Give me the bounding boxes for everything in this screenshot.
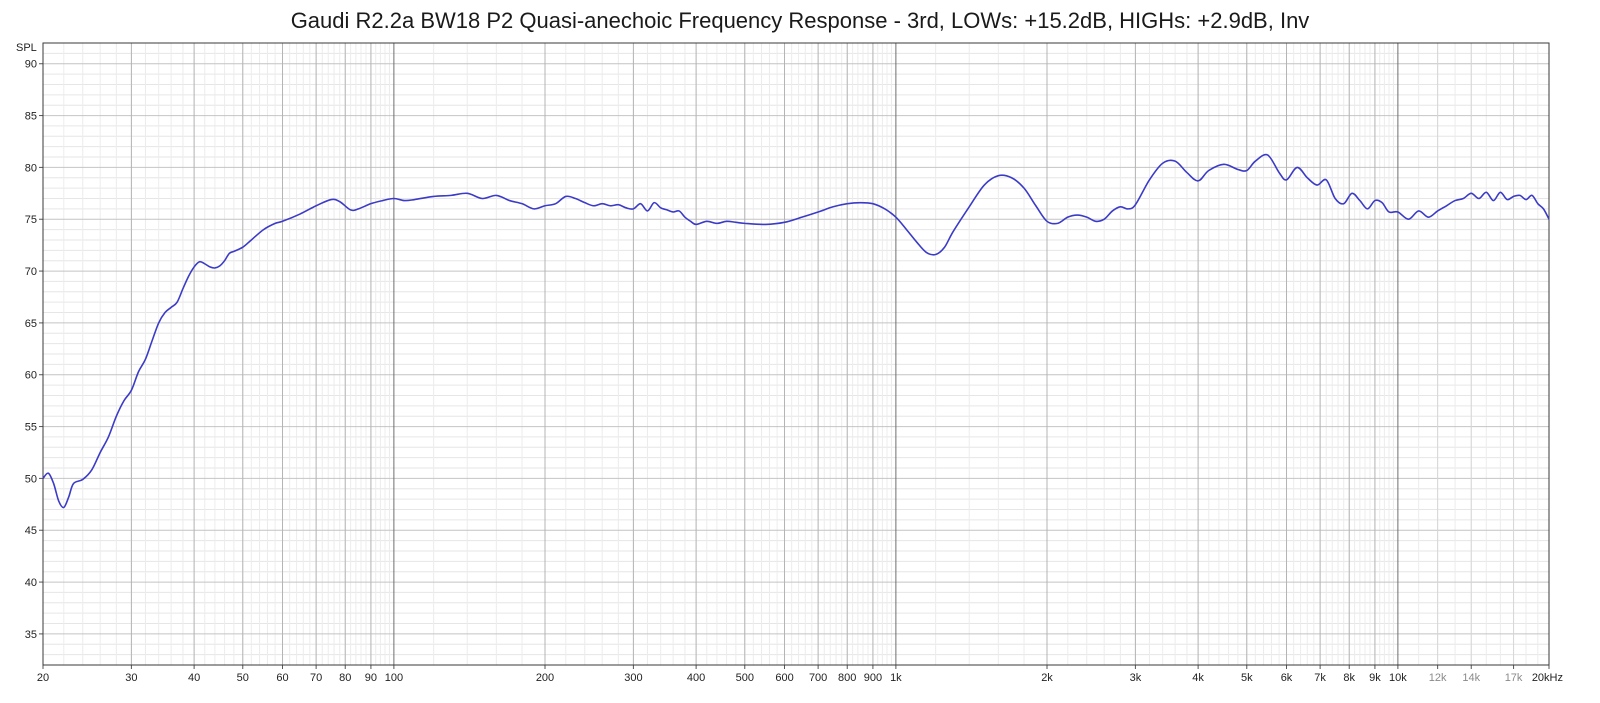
x-tick-label-500: 500 [736, 672, 754, 684]
x-tick-label-6k: 6k [1281, 672, 1293, 684]
plot-frame [42, 42, 1550, 666]
chart-title: Gaudi R2.2a BW18 P2 Quasi-anechoic Frequ… [290, 8, 1310, 33]
x-tick-label-90: 90 [365, 672, 377, 684]
y-tick-label-50: 50 [25, 473, 37, 485]
x-tick-label-60: 60 [276, 672, 288, 684]
x-tick-label-8k: 8k [1343, 672, 1355, 684]
x-tick-label-9k: 9k [1369, 672, 1381, 684]
x-tick-label-100: 100 [385, 672, 403, 684]
x-tick-label-10k: 10k [1389, 672, 1407, 684]
y-tick-label-60: 60 [25, 370, 37, 382]
x-tick-label-700: 700 [809, 672, 827, 684]
y-tick-label-45: 45 [25, 525, 37, 537]
tick-labels: 35 40 45 50 55 60 65 70 75 80 85 90 20 30 40 50 60 70 80 90… [25, 59, 1563, 684]
x-tick-label-30: 30 [125, 672, 137, 684]
y-tick-label-85: 85 [25, 111, 37, 123]
x-tick-label-12k: 12k [1429, 672, 1447, 684]
y-tick-label-80: 80 [25, 162, 37, 174]
x-tick-label-900: 900 [864, 672, 882, 684]
x-tick-label-1k: 1k [890, 672, 902, 684]
grid-layer [39, 42, 1550, 669]
x-tick-label-2k: 2k [1041, 672, 1053, 684]
series-line-0 [42, 153, 1550, 509]
x-tick-label-4k: 4k [1192, 672, 1204, 684]
x-tick-label-80: 80 [339, 672, 351, 684]
y-tick-label-35: 35 [25, 629, 37, 641]
x-tick-label-5k: 5k [1241, 672, 1253, 684]
y-tick-label-90: 90 [25, 59, 37, 71]
x-tick-label-800: 800 [838, 672, 856, 684]
y-tick-label-65: 65 [25, 318, 37, 330]
x-tick-label-20kHz: 20kHz [1532, 672, 1563, 684]
x-tick-label-70: 70 [310, 672, 322, 684]
y-tick-label-75: 75 [25, 214, 37, 226]
x-tick-label-300: 300 [624, 672, 642, 684]
x-tick-label-200: 200 [536, 672, 554, 684]
y-tick-label-55: 55 [25, 422, 37, 434]
x-tick-label-20: 20 [37, 672, 49, 684]
x-tick-label-7k: 7k [1314, 672, 1326, 684]
x-tick-label-14k: 14k [1462, 672, 1480, 684]
y-axis-label: SPL [16, 42, 37, 54]
x-tick-label-17k: 17k [1505, 672, 1523, 684]
x-tick-label-3k: 3k [1130, 672, 1142, 684]
y-tick-label-70: 70 [25, 266, 37, 278]
x-tick-label-600: 600 [775, 672, 793, 684]
x-tick-label-40: 40 [188, 672, 200, 684]
x-tick-label-50: 50 [237, 672, 249, 684]
x-tick-label-400: 400 [687, 672, 705, 684]
series-layer [42, 153, 1550, 509]
y-tick-label-40: 40 [25, 577, 37, 589]
